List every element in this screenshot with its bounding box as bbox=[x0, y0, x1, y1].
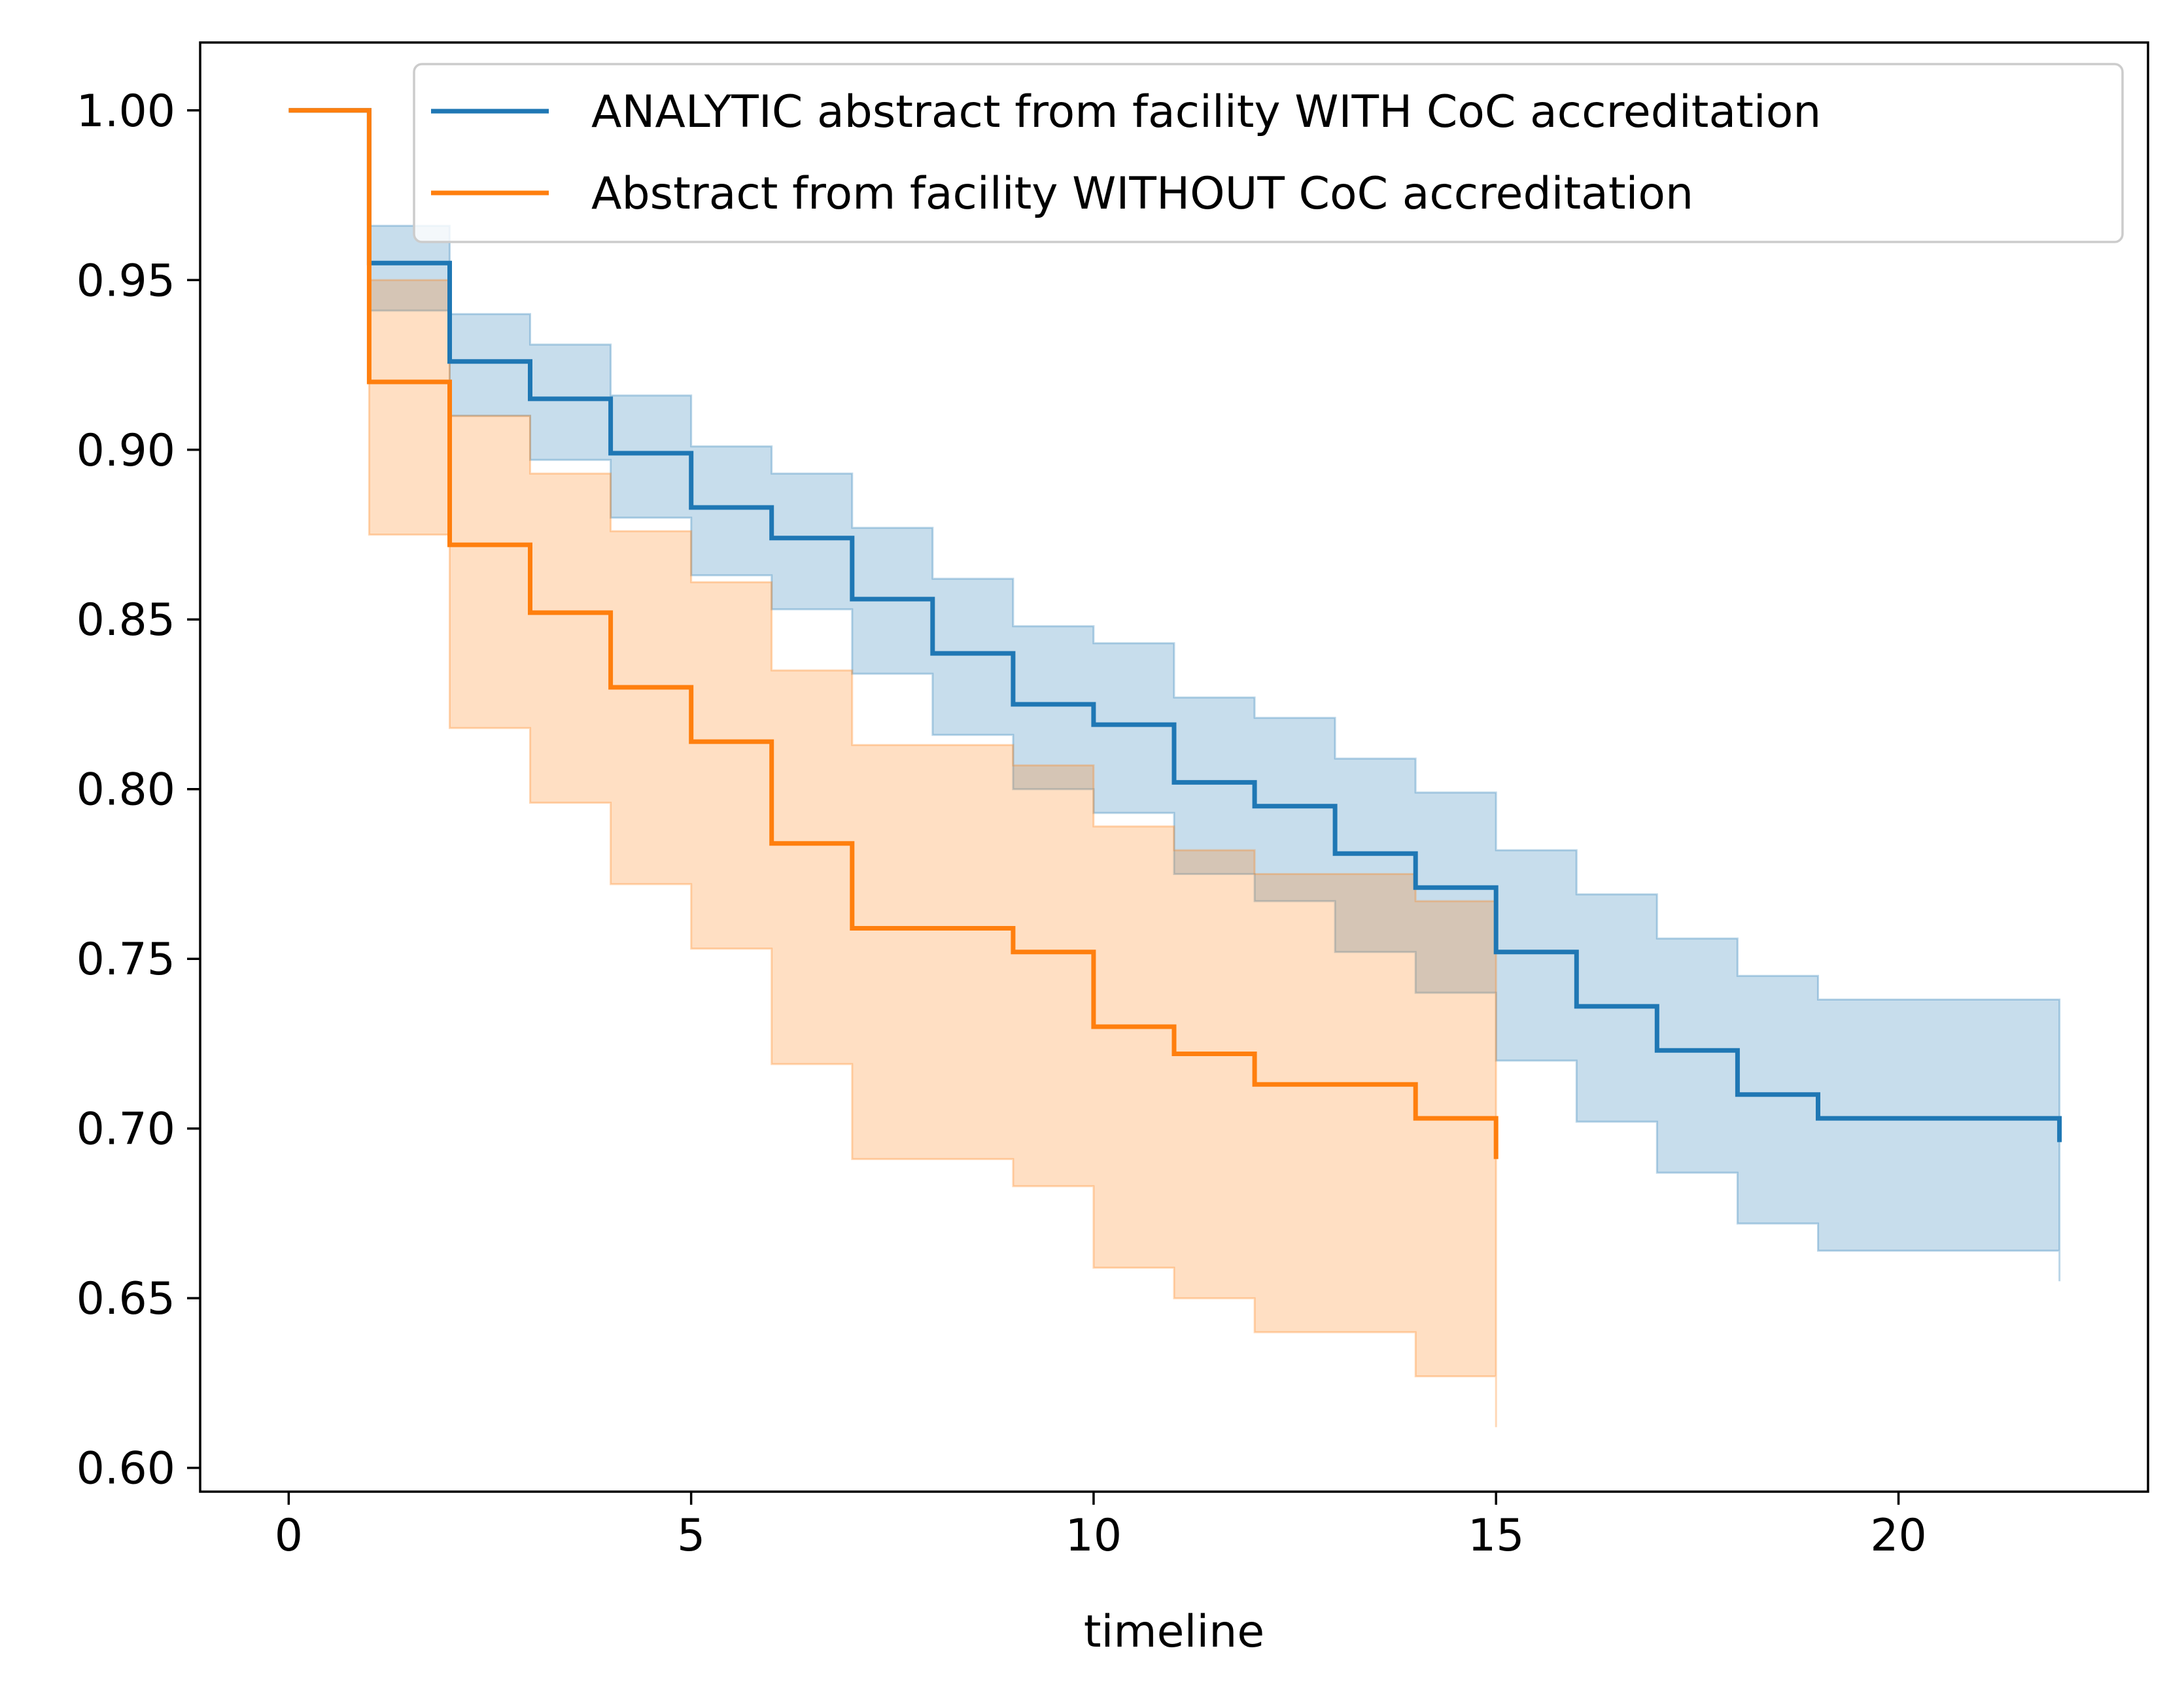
y-tick-label: 0.70 bbox=[77, 1104, 175, 1156]
x-tick-label: 0 bbox=[275, 1510, 303, 1562]
x-tick-label: 5 bbox=[677, 1510, 705, 1562]
legend: ANALYTIC abstract from facility WITH CoC… bbox=[414, 64, 2123, 242]
y-tick-label: 0.80 bbox=[77, 764, 175, 816]
legend-label-1: ANALYTIC abstract from facility WITH CoC… bbox=[591, 86, 1821, 138]
y-tick-label: 0.90 bbox=[77, 425, 175, 477]
x-tick-label: 20 bbox=[1870, 1510, 1927, 1562]
legend-label-2: Abstract from facility WITHOUT CoC accre… bbox=[591, 168, 1693, 220]
y-tick-label: 0.95 bbox=[77, 255, 175, 307]
y-tick-label: 0.65 bbox=[77, 1273, 175, 1325]
y-tick-label: 1.00 bbox=[77, 86, 175, 137]
y-tick-label: 0.60 bbox=[77, 1443, 175, 1495]
y-tick-label: 0.85 bbox=[77, 594, 175, 646]
x-axis-label: timeline bbox=[1084, 1606, 1264, 1658]
y-tick-label: 0.75 bbox=[77, 934, 175, 986]
x-tick-label: 10 bbox=[1066, 1510, 1122, 1562]
x-tick-label: 15 bbox=[1468, 1510, 1525, 1562]
